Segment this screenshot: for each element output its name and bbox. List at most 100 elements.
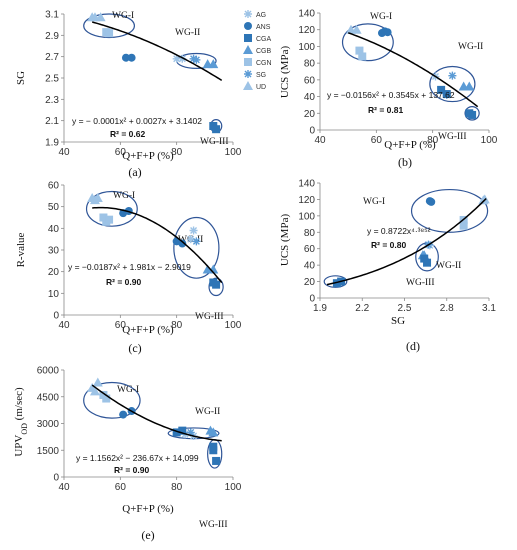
group-ellipse <box>83 381 141 419</box>
data-point <box>478 195 489 205</box>
data-point <box>172 428 181 437</box>
group-ellipse <box>83 13 136 39</box>
group-ellipse <box>323 275 348 288</box>
y-tick-label: 0 <box>309 126 315 137</box>
group-ellipse <box>341 23 394 62</box>
data-point <box>186 235 195 244</box>
data-point <box>437 85 446 94</box>
data-point <box>92 377 103 387</box>
y-tick-label: 100 <box>298 211 315 222</box>
y-axis-label-main: UCS (MPa) <box>279 46 291 99</box>
x-tick-label: 40 <box>58 320 70 331</box>
y-axis-label-unit: (m/sec) <box>13 387 25 423</box>
group-ellipse <box>173 216 220 279</box>
group-label: WG-I <box>370 12 392 22</box>
legend-marker <box>243 45 253 54</box>
data-point <box>448 71 457 80</box>
group-label: WG-II <box>195 407 220 417</box>
data-point <box>208 59 219 69</box>
trend-curve <box>91 384 222 442</box>
group-ellipse <box>464 105 480 121</box>
y-tick-label: 60 <box>48 181 60 192</box>
y-tick-label: 50 <box>48 202 60 213</box>
trend-curve <box>92 206 223 284</box>
x-tick-label: 40 <box>314 135 326 146</box>
data-point <box>351 24 362 34</box>
trend-equation: y = −0.0156x² + 0.3545x + 137.62 <box>327 90 455 100</box>
legend-marker <box>244 58 252 66</box>
y-tick-label: 40 <box>48 224 60 235</box>
data-point <box>208 264 219 274</box>
data-point <box>172 54 181 63</box>
y-tick-label: 80 <box>304 228 316 239</box>
x-axis-label: Q+F+P (%) <box>122 150 174 162</box>
data-point <box>383 28 392 37</box>
data-point <box>209 446 218 455</box>
group-label: WG-I <box>117 385 139 395</box>
x-tick-label: 60 <box>115 147 127 158</box>
data-point <box>212 280 221 289</box>
x-tick-label: 80 <box>427 135 439 146</box>
data-point <box>119 410 128 419</box>
data-point <box>99 213 108 222</box>
y-tick-label: 40 <box>304 92 316 103</box>
y-axis-label: R-value <box>15 232 27 267</box>
legend-marker <box>243 81 253 90</box>
data-point <box>358 52 367 61</box>
trend-curve <box>347 32 479 108</box>
data-point <box>186 428 195 437</box>
y-tick-label: 140 <box>298 9 315 20</box>
y-tick-label: 3.1 <box>45 10 59 21</box>
x-tick-label: 1.9 <box>313 303 327 314</box>
x-tick-label: 100 <box>225 482 242 493</box>
legend: AG ANS CGA CGB CGN SG UD <box>243 10 272 91</box>
y-tick-label: 140 <box>298 179 315 190</box>
r-squared: R² = 0.80 <box>371 240 406 250</box>
x-tick-label: 2.2 <box>355 303 369 314</box>
y-axis-label-main: R-value <box>15 232 27 267</box>
data-point <box>464 81 475 91</box>
group-label: WG-I <box>112 11 134 21</box>
data-point <box>95 12 106 22</box>
x-tick-label: 100 <box>481 135 498 146</box>
group-label: WG-I <box>363 197 385 207</box>
group-label: WG-II <box>458 42 483 52</box>
legend-marker <box>244 70 252 78</box>
y-tick-label: 40 <box>304 261 316 272</box>
legend-label: CGB <box>256 48 272 55</box>
y-axis-label: UPVOD (m/sec) <box>13 387 29 457</box>
data-point <box>468 110 477 119</box>
panel-caption: (e) <box>141 528 154 542</box>
x-tick-label: 60 <box>115 482 127 493</box>
r-squared: R² = 0.90 <box>106 277 141 287</box>
group-label: WG-I <box>113 191 135 201</box>
data-point <box>105 215 114 224</box>
legend-label: CGN <box>256 60 272 67</box>
data-point <box>105 29 114 38</box>
group-ellipse <box>85 190 138 227</box>
x-tick-label: 2.5 <box>398 303 412 314</box>
group-ellipse <box>429 65 476 103</box>
x-axis-label: Q+F+P (%) <box>384 139 436 151</box>
data-point <box>427 197 436 206</box>
y-axis-label-main: UCS (MPa) <box>279 214 291 267</box>
panel-caption: (c) <box>128 341 141 355</box>
x-tick-label: 2.8 <box>440 303 454 314</box>
data-point <box>420 254 429 263</box>
group-ellipse <box>410 188 489 233</box>
y-axis-label-subscript: OD <box>20 423 29 435</box>
group-label: WG-III <box>199 520 227 530</box>
panel-caption: (d) <box>406 339 420 353</box>
r-squared: R² = 0.62 <box>110 129 145 139</box>
x-axis-label: SG <box>391 315 405 327</box>
y-axis-label-main: UPV <box>13 435 25 457</box>
y-tick-label: 4500 <box>37 392 60 403</box>
data-point <box>178 426 187 435</box>
data-point <box>127 53 136 62</box>
data-point <box>178 54 187 63</box>
group-label: WG-III <box>438 132 466 142</box>
r-squared: R² = 0.81 <box>368 105 403 115</box>
legend-label: ANS <box>256 24 271 31</box>
x-tick-label: 60 <box>371 135 383 146</box>
